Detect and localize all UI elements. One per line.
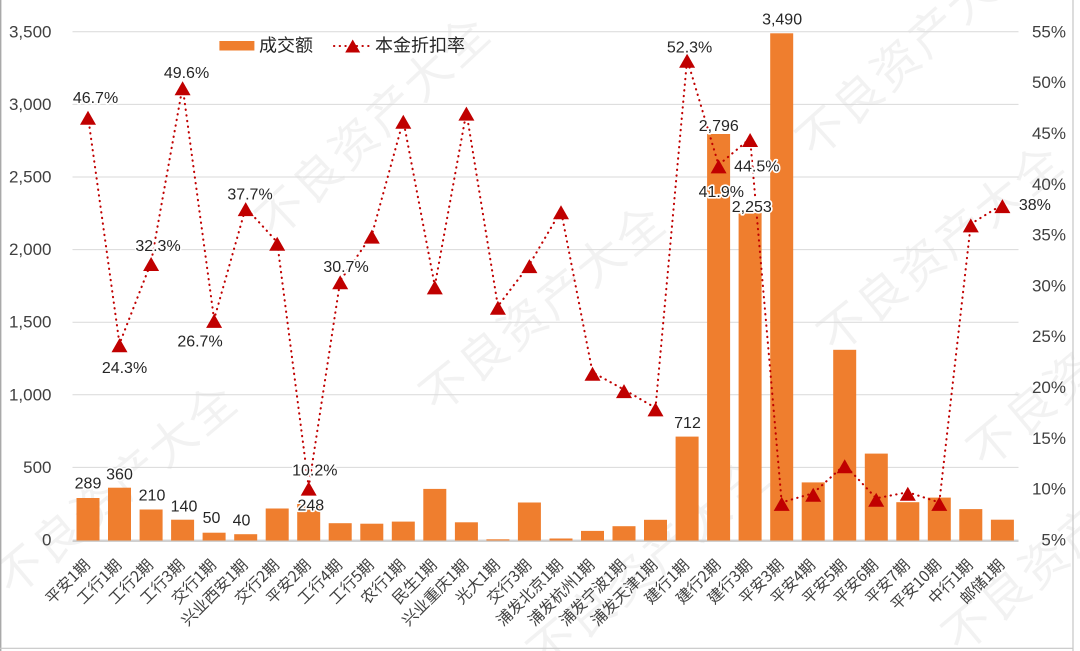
svg-text:45%: 45% [1032, 124, 1066, 143]
svg-text:248: 248 [297, 498, 324, 515]
svg-text:289: 289 [75, 476, 102, 493]
svg-text:30.7%: 30.7% [323, 259, 368, 276]
svg-text:360: 360 [106, 467, 133, 484]
svg-text:50%: 50% [1032, 73, 1066, 92]
svg-text:140: 140 [171, 498, 198, 515]
svg-text:24.3%: 24.3% [102, 360, 147, 377]
svg-text:3,000: 3,000 [9, 95, 52, 114]
svg-text:2,796: 2,796 [699, 118, 739, 135]
svg-text:40%: 40% [1032, 175, 1066, 194]
svg-text:37.7%: 37.7% [227, 187, 272, 204]
svg-text:2,500: 2,500 [9, 168, 52, 187]
svg-text:55%: 55% [1032, 22, 1066, 41]
svg-text:5%: 5% [1041, 531, 1066, 550]
svg-text:46.7%: 46.7% [73, 90, 118, 107]
svg-text:1,000: 1,000 [9, 385, 52, 404]
svg-text:10.2%: 10.2% [292, 463, 337, 480]
svg-text:50: 50 [203, 510, 221, 527]
svg-text:49.6%: 49.6% [164, 65, 209, 82]
svg-text:52.3%: 52.3% [667, 40, 712, 57]
svg-text:3,500: 3,500 [9, 22, 52, 41]
svg-text:32.3%: 32.3% [135, 238, 180, 255]
svg-text:3,490: 3,490 [762, 12, 802, 29]
svg-text:15%: 15% [1032, 429, 1066, 448]
svg-text:40: 40 [233, 513, 251, 530]
svg-text:25%: 25% [1032, 327, 1066, 346]
svg-text:712: 712 [674, 415, 701, 432]
svg-text:44.5%: 44.5% [734, 159, 779, 176]
svg-text:0: 0 [42, 531, 51, 550]
svg-text:38%: 38% [1019, 197, 1051, 214]
svg-text:500: 500 [23, 458, 51, 477]
svg-text:1,500: 1,500 [9, 313, 52, 332]
svg-text:10%: 10% [1032, 480, 1066, 499]
svg-text:2,000: 2,000 [9, 240, 52, 259]
svg-text:210: 210 [139, 488, 166, 505]
svg-text:41.9%: 41.9% [699, 184, 744, 201]
svg-text:20%: 20% [1032, 378, 1066, 397]
svg-text:26.7%: 26.7% [177, 334, 222, 351]
svg-text:35%: 35% [1032, 226, 1066, 245]
svg-text:2,253: 2,253 [732, 199, 772, 216]
svg-text:30%: 30% [1032, 276, 1066, 295]
